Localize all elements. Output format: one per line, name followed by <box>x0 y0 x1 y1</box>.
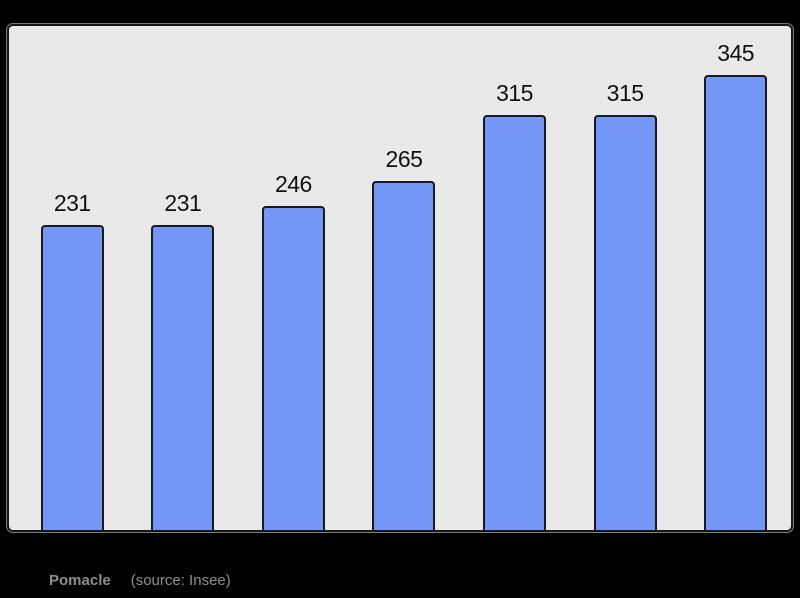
bar-value-label: 265 <box>385 146 423 172</box>
bar <box>372 181 436 530</box>
bar <box>151 225 215 530</box>
bar-slot: 231 <box>151 190 215 530</box>
bar <box>704 75 768 530</box>
bar-slot: 246 <box>261 171 325 530</box>
bar <box>593 115 657 530</box>
bar-slot: 315 <box>483 80 547 530</box>
bar <box>40 225 104 530</box>
bar-value-label: 315 <box>496 80 533 106</box>
caption-commune-name: Pomacle <box>49 572 111 589</box>
bar-slot: 345 <box>704 40 768 530</box>
caption-source: (source: Insee) <box>130 572 231 589</box>
bar-value-label: 246 <box>274 171 312 197</box>
bar-value-label: 315 <box>606 80 644 106</box>
bar-value-label: 231 <box>53 190 91 216</box>
bar-slot: 315 <box>593 80 657 530</box>
chart-caption: Pomacle (source: Insee) <box>49 572 231 590</box>
bar <box>483 115 547 530</box>
bar <box>261 206 325 530</box>
bar-slot: 265 <box>372 146 436 530</box>
bar-value-label: 231 <box>164 190 202 216</box>
bars-area: 231 231 246 265 315 315 345 <box>17 26 791 530</box>
bar-value-label: 345 <box>717 40 755 66</box>
bar-slot: 231 <box>40 190 104 530</box>
chart-panel: 231 231 246 265 315 315 345 <box>7 24 793 532</box>
